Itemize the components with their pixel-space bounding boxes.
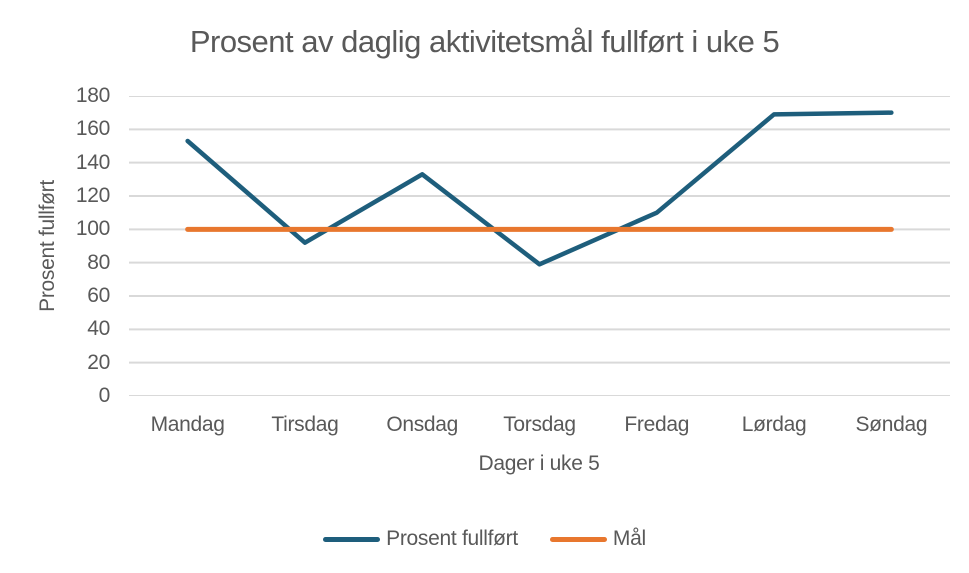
y-tick-label: 160 xyxy=(75,117,110,141)
y-tick-label: 80 xyxy=(87,250,110,274)
x-category-label: Mandag xyxy=(150,413,225,436)
y-tick-label: 100 xyxy=(75,217,110,241)
y-tick-label: 140 xyxy=(75,150,110,174)
legend-label: Mål xyxy=(612,527,646,550)
legend-line-swatch xyxy=(323,536,381,542)
x-category-label: Fredag xyxy=(624,413,690,436)
x-category-label: Onsdag xyxy=(386,413,459,436)
chart-title: Prosent av daglig aktivitetsmål fullført… xyxy=(189,24,780,59)
series-line-prosent-fullført xyxy=(185,110,894,267)
y-tick-label: 180 xyxy=(75,84,110,107)
y-tick-label: 0 xyxy=(98,384,111,407)
legend: Prosent fullført Mål xyxy=(0,527,969,551)
x-category-label: Søndag xyxy=(855,413,928,436)
x-axis-title: Dager i uke 5 xyxy=(478,452,600,475)
legend-line-swatch xyxy=(549,536,607,542)
y-tick-label: 20 xyxy=(87,350,110,374)
y-tick-label: 60 xyxy=(87,284,110,307)
y-tick-label: 40 xyxy=(87,317,110,341)
x-category-label: Lørdag xyxy=(741,413,807,436)
legend-item: Mål xyxy=(549,527,646,551)
x-category-label: Tirsdag xyxy=(271,413,339,436)
legend-item: Prosent fullført xyxy=(323,527,518,551)
legend-label: Prosent fullført xyxy=(386,527,518,550)
y-tick-label: 120 xyxy=(75,184,110,207)
x-category-label: Torsdag xyxy=(503,413,576,436)
plot-area xyxy=(129,96,950,396)
